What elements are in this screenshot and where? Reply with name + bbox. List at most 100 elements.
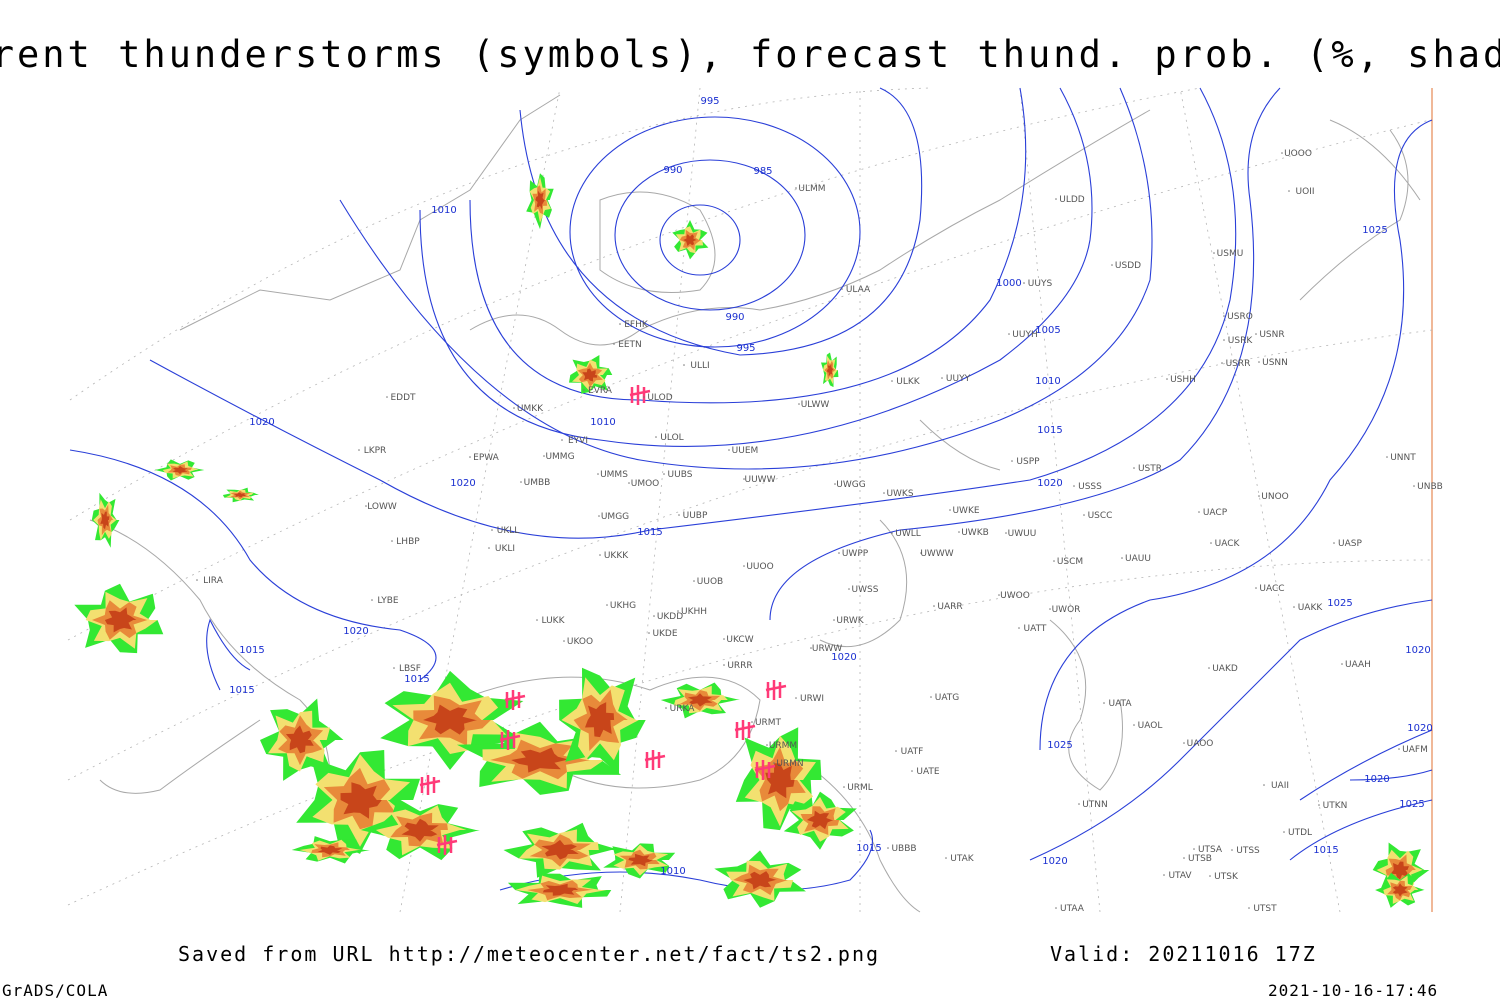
- station-label: USRR: [1226, 359, 1251, 369]
- station-label: URMN: [776, 759, 803, 769]
- isobar-label: 1020: [831, 652, 856, 663]
- station-label: EFHK: [624, 320, 649, 330]
- station-label: LUKK: [542, 616, 566, 626]
- station-dot: [1011, 460, 1013, 462]
- station-dot: [1183, 742, 1185, 744]
- thunderstorm-symbol: [499, 730, 521, 750]
- isobar-label: 1020: [1037, 478, 1062, 489]
- station-label: UATA: [1108, 699, 1132, 709]
- station-label: UUYS: [1028, 279, 1053, 289]
- station-label: UTAK: [950, 854, 975, 864]
- station-dot: [1055, 907, 1057, 909]
- station-dot: [883, 492, 885, 494]
- station-label: UKCW: [726, 635, 753, 645]
- storm-area: [511, 747, 571, 773]
- station-label: UKHH: [681, 607, 707, 617]
- station-dot: [798, 403, 800, 405]
- station-label: UUYY: [946, 374, 971, 384]
- isobar-label: 1015: [404, 674, 429, 685]
- station-label: LYBE: [377, 596, 398, 606]
- station-dot: [887, 847, 889, 849]
- station-dot: [1281, 152, 1283, 154]
- station-label: UWKB: [961, 528, 989, 538]
- station-dot: [1005, 532, 1007, 534]
- station-label: UAKK: [1298, 603, 1324, 613]
- station-label: ULDD: [1059, 195, 1085, 205]
- station-dot: [1258, 495, 1260, 497]
- station-label: UNBB: [1417, 482, 1443, 492]
- station-label: USMU: [1217, 249, 1244, 259]
- thunderstorm-symbol: [734, 720, 756, 740]
- station-dot: [1210, 542, 1212, 544]
- storm-area: [1390, 861, 1409, 880]
- station-dot: [833, 619, 835, 621]
- station-label: USSS: [1078, 482, 1102, 492]
- station-label: UMOO: [631, 479, 660, 489]
- station-dot: [766, 744, 768, 746]
- station-label: UWPP: [842, 549, 869, 559]
- station-dot: [599, 554, 601, 556]
- storm-area: [100, 511, 110, 530]
- station-dot: [1209, 875, 1211, 877]
- isobar-label: 1020: [343, 626, 368, 637]
- map-labels: 995 990 985 990 995 1010 1000 1005 1010 1015 1020 1…: [196, 96, 1443, 914]
- isobar-label: 1015: [239, 645, 264, 656]
- storm-area: [285, 725, 314, 754]
- station-label: ULAA: [846, 285, 871, 295]
- station-dot: [1386, 456, 1388, 458]
- software: GrADS/COLA: [2, 981, 108, 1000]
- station-label: UKHG: [610, 601, 636, 611]
- station-label: UMMG: [545, 452, 574, 462]
- station-dot: [1055, 198, 1057, 200]
- station-label: UAFM: [1402, 745, 1428, 755]
- station-label: UTAV: [1168, 871, 1192, 881]
- station-label: ULLI: [690, 361, 709, 371]
- station-label: UAII: [1271, 781, 1289, 791]
- station-dot: [728, 449, 730, 451]
- station-label: UWGG: [836, 480, 865, 490]
- station-dot: [1121, 557, 1123, 559]
- isobar-label: 1020: [1405, 645, 1430, 656]
- station-label: UTSS: [1236, 846, 1260, 856]
- station-label: UKLI: [495, 544, 515, 554]
- station-label: EETN: [618, 340, 642, 350]
- isobar-label: 1010: [431, 205, 456, 216]
- isobar-label: 1020: [1407, 723, 1432, 734]
- station-dot: [1413, 485, 1415, 487]
- isobar-label: 1015: [229, 685, 254, 696]
- station-dot: [561, 439, 563, 441]
- station-dot: [371, 599, 373, 601]
- station-label: UKLL: [497, 526, 520, 536]
- station-dot: [665, 707, 667, 709]
- storm-area: [104, 607, 137, 633]
- station-dot: [1111, 264, 1113, 266]
- station-dot: [643, 396, 645, 398]
- station-dot: [945, 857, 947, 859]
- station-label: ULOL: [660, 433, 683, 443]
- station-dot: [606, 604, 608, 606]
- station-dot: [648, 632, 650, 634]
- station-label: USCC: [1088, 511, 1113, 521]
- station-label: UUOO: [746, 562, 773, 572]
- storm-area: [172, 466, 188, 475]
- station-dot: [891, 380, 893, 382]
- station-dot: [1049, 608, 1051, 610]
- isobar-label: 1025: [1047, 740, 1072, 751]
- thunderstorm-symbol: [754, 760, 776, 780]
- station-dot: [1078, 803, 1080, 805]
- station-dot: [358, 449, 360, 451]
- station-dot: [678, 514, 680, 516]
- station-label: UTST: [1253, 904, 1277, 914]
- station-label: USNR: [1259, 330, 1284, 340]
- station-dot: [949, 509, 951, 511]
- valid-time: Valid: 20211016 17Z: [1050, 942, 1317, 966]
- station-label: UMKK: [517, 404, 544, 414]
- station-dot: [891, 532, 893, 534]
- station-dot: [1133, 724, 1135, 726]
- station-label: EVRA: [588, 386, 613, 396]
- storm-area: [585, 702, 615, 738]
- isobar-label: 985: [753, 166, 772, 177]
- station-dot: [469, 456, 471, 458]
- station-label: EYVI: [568, 436, 588, 446]
- storm-area: [317, 845, 343, 855]
